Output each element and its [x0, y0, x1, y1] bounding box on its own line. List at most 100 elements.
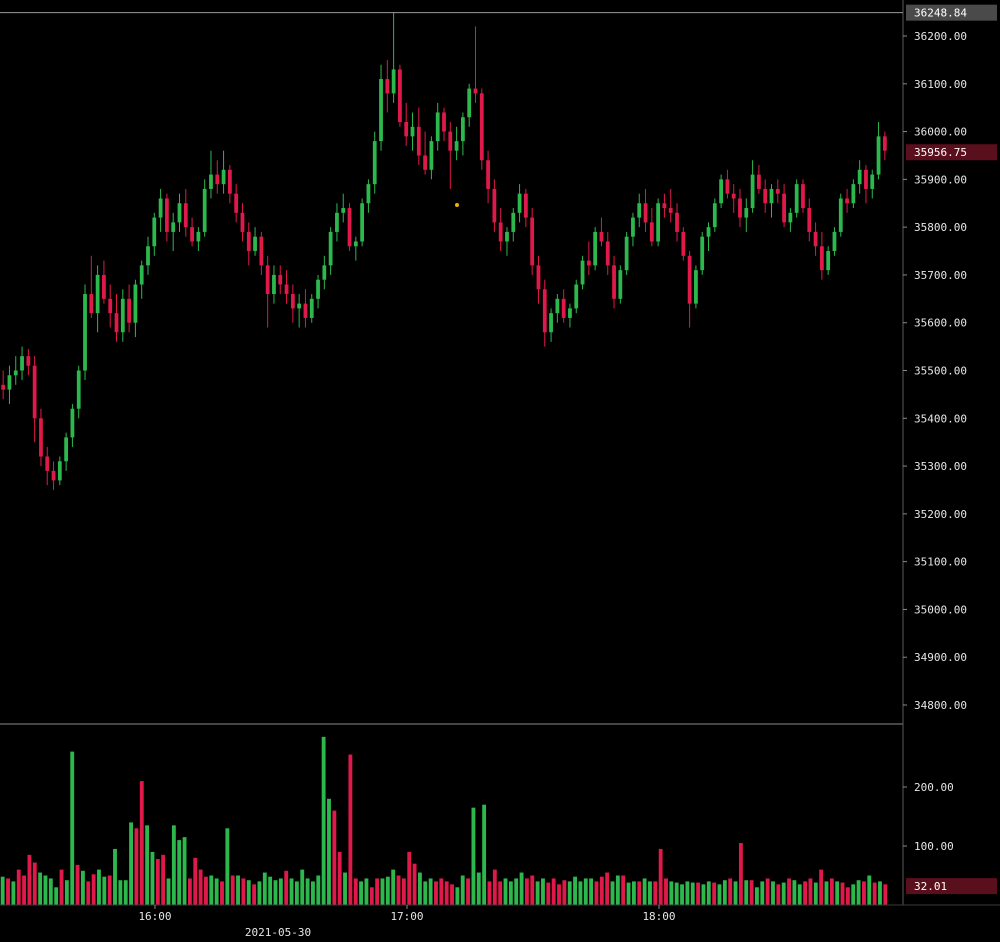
candle-body[interactable]: [89, 294, 94, 314]
volume-bar[interactable]: [139, 781, 144, 905]
volume-bar[interactable]: [466, 878, 470, 905]
candle-body[interactable]: [95, 274, 100, 314]
candle-body[interactable]: [738, 198, 742, 218]
candle-body[interactable]: [152, 217, 157, 247]
candle-body[interactable]: [668, 208, 673, 213]
volume-bar[interactable]: [733, 881, 738, 905]
volume-bar[interactable]: [728, 878, 733, 905]
candle-body[interactable]: [26, 356, 31, 366]
volume-bar[interactable]: [541, 878, 545, 905]
volume-bar[interactable]: [535, 881, 540, 905]
candle-body[interactable]: [278, 274, 283, 285]
volume-bar[interactable]: [776, 884, 781, 905]
candle-body[interactable]: [530, 217, 535, 266]
volume-bar[interactable]: [712, 882, 717, 905]
volume-bar[interactable]: [348, 754, 353, 905]
volume-bar[interactable]: [278, 878, 283, 905]
volume-bar[interactable]: [551, 878, 556, 905]
volume-bar[interactable]: [327, 798, 331, 905]
candle-body[interactable]: [882, 136, 887, 151]
candle-body[interactable]: [139, 265, 144, 285]
candle-body[interactable]: [253, 236, 257, 252]
volume-bar[interactable]: [460, 875, 465, 906]
candle-body[interactable]: [662, 203, 667, 209]
volume-bar[interactable]: [717, 884, 722, 905]
volume-bar[interactable]: [760, 881, 765, 905]
volume-bar[interactable]: [503, 878, 508, 905]
candle-body[interactable]: [385, 79, 390, 94]
candle-body[interactable]: [517, 193, 522, 213]
candle-body[interactable]: [76, 370, 81, 409]
candle-body[interactable]: [102, 274, 106, 299]
candle-body[interactable]: [542, 289, 547, 333]
volume-bar[interactable]: [166, 878, 171, 905]
volume-bar[interactable]: [32, 862, 37, 905]
candle-body[interactable]: [64, 437, 69, 462]
candle-body[interactable]: [284, 284, 289, 295]
volume-bar[interactable]: [375, 878, 380, 905]
volume-bar[interactable]: [648, 881, 652, 905]
candle-body[interactable]: [876, 136, 881, 175]
candle-body[interactable]: [372, 141, 377, 185]
volume-bar[interactable]: [273, 880, 278, 905]
volume-bar[interactable]: [412, 863, 417, 905]
candle-body[interactable]: [39, 418, 43, 457]
volume-bar[interactable]: [220, 881, 224, 905]
candle-body[interactable]: [769, 188, 774, 204]
volume-bar[interactable]: [311, 881, 315, 905]
candle-body[interactable]: [744, 208, 749, 218]
volume-bar[interactable]: [856, 880, 861, 905]
candle-body[interactable]: [807, 208, 812, 232]
volume-bar[interactable]: [38, 872, 43, 905]
candle-body[interactable]: [423, 155, 427, 170]
volume-bar[interactable]: [369, 887, 374, 905]
candle-body[interactable]: [32, 365, 37, 419]
candle-body[interactable]: [750, 174, 755, 209]
volume-bar[interactable]: [589, 878, 594, 905]
candle-body[interactable]: [712, 203, 717, 228]
candle-body[interactable]: [379, 79, 383, 142]
candle-body[interactable]: [316, 279, 320, 299]
volume-bar[interactable]: [359, 881, 364, 905]
volume-bar[interactable]: [123, 880, 128, 905]
volume-bar[interactable]: [118, 880, 123, 905]
candle-body[interactable]: [568, 308, 572, 318]
candle-body[interactable]: [133, 284, 138, 323]
candle-body[interactable]: [13, 370, 18, 376]
volume-bar[interactable]: [214, 878, 219, 905]
candle-body[interactable]: [429, 141, 434, 170]
candle-body[interactable]: [605, 241, 610, 266]
candle-body[interactable]: [832, 231, 837, 252]
candle-body[interactable]: [209, 174, 213, 189]
volume-bar[interactable]: [113, 848, 117, 905]
volume-bar[interactable]: [332, 810, 337, 905]
candle-body[interactable]: [864, 169, 868, 189]
candle-body[interactable]: [775, 188, 780, 194]
candle-body[interactable]: [410, 126, 415, 137]
volume-bar[interactable]: [177, 840, 182, 905]
volume-bar[interactable]: [391, 869, 396, 905]
volume-bar[interactable]: [615, 875, 620, 906]
candle-body[interactable]: [851, 184, 856, 204]
volume-bar[interactable]: [599, 876, 604, 905]
volume-bar[interactable]: [300, 869, 305, 905]
candle-body[interactable]: [479, 93, 484, 161]
candle-body[interactable]: [177, 203, 182, 223]
candle-body[interactable]: [694, 270, 698, 304]
volume-bar[interactable]: [182, 837, 187, 905]
candle-body[interactable]: [505, 231, 509, 242]
volume-bar[interactable]: [872, 882, 877, 905]
volume-bar[interactable]: [664, 878, 668, 905]
candle-body[interactable]: [706, 227, 711, 237]
candle-body[interactable]: [215, 174, 220, 185]
volume-bar[interactable]: [204, 876, 208, 905]
candle-body[interactable]: [202, 188, 207, 232]
candle-body[interactable]: [801, 184, 805, 209]
volume-bar[interactable]: [107, 875, 112, 906]
volume-bar[interactable]: [241, 878, 246, 905]
volume-bar[interactable]: [134, 828, 139, 905]
candle-body[interactable]: [782, 193, 786, 223]
volume-bar[interactable]: [867, 875, 872, 906]
candle-body[interactable]: [240, 212, 245, 232]
